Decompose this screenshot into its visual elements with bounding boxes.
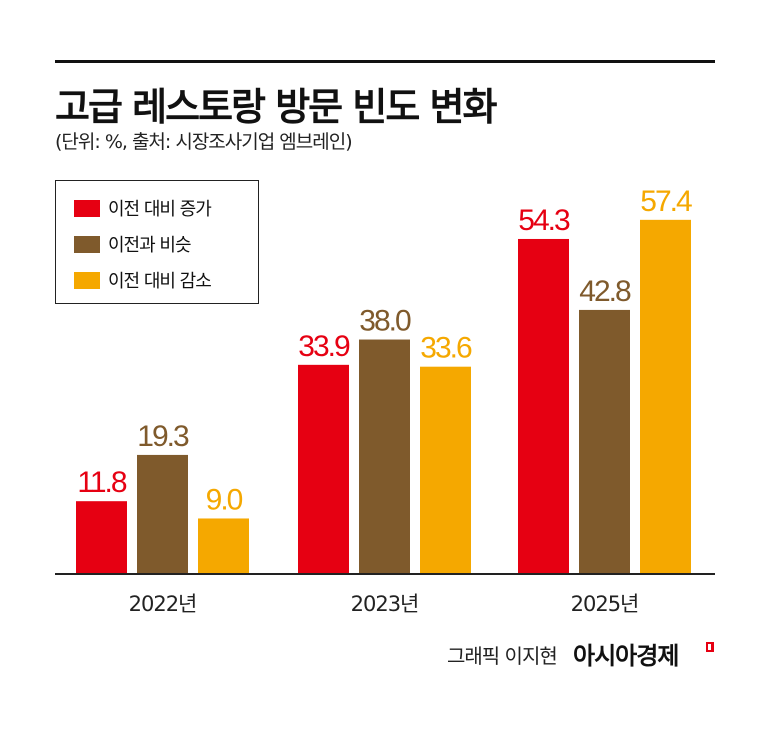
bar [359, 339, 410, 574]
data-label: 42.8 [579, 275, 631, 308]
data-label: 9.0 [206, 483, 243, 516]
bar [640, 219, 691, 575]
x-tick-label: 2022년 [129, 592, 197, 616]
bar [420, 366, 471, 574]
legend-label: 이전 대비 감소 [108, 271, 212, 292]
legend: 이전 대비 증가 이전과 비슷 이전 대비 감소 [55, 180, 259, 304]
legend-swatch [74, 271, 100, 289]
data-label: 38.0 [359, 305, 411, 338]
chart-title: 고급 레스토랑 방문 빈도 변화 [55, 85, 497, 129]
data-label: 54.3 [518, 204, 570, 237]
legend-label: 이전 대비 증가 [108, 199, 212, 220]
legend-swatch [74, 235, 100, 253]
x-tick-label: 2025년 [571, 592, 639, 616]
bar [76, 501, 127, 574]
legend-item: 이전과 비슷 [74, 231, 192, 257]
top-rule [55, 60, 715, 63]
legend-swatch [74, 199, 100, 217]
legend-item: 이전 대비 증가 [74, 195, 212, 221]
chart-subtitle: (단위: %, 출처: 시장조사기업 엠브레인) [55, 131, 353, 153]
data-label: 11.8 [77, 466, 126, 499]
bar [298, 364, 349, 574]
bar [579, 309, 630, 574]
legend-label: 이전과 비슷 [108, 235, 192, 256]
legend-item: 이전 대비 감소 [74, 267, 212, 293]
data-label: 19.3 [137, 420, 189, 453]
brand-logo: 아시아경제 [573, 642, 679, 670]
data-label: 33.9 [298, 330, 350, 363]
credit: 그래픽 이지현 [447, 644, 558, 668]
x-tick-label: 2023년 [351, 592, 419, 616]
data-label: 57.4 [640, 185, 692, 218]
data-label: 33.6 [420, 332, 472, 365]
bar [137, 454, 188, 574]
brand-mark-icon [706, 642, 714, 652]
bar [518, 238, 569, 574]
bar [198, 518, 249, 574]
